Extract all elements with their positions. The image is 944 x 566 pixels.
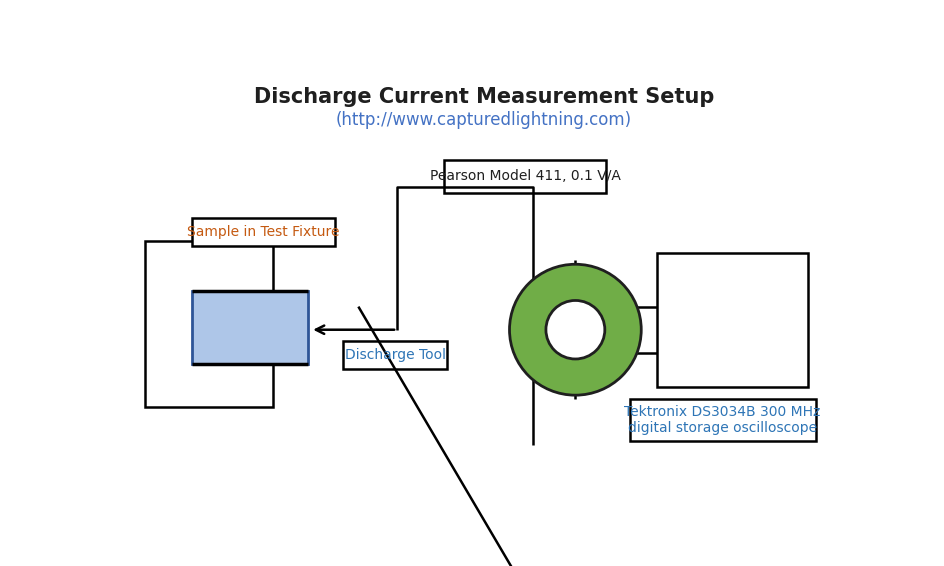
- Bar: [192, 218, 335, 246]
- Bar: [343, 341, 447, 369]
- Text: Sample in Test Fixture: Sample in Test Fixture: [187, 225, 339, 239]
- Text: Discharge Tool: Discharge Tool: [345, 348, 446, 362]
- Bar: [192, 291, 308, 365]
- Text: digital storage oscilloscope: digital storage oscilloscope: [628, 421, 817, 435]
- Bar: [629, 399, 815, 441]
- Bar: [145, 241, 273, 407]
- Text: Tektronix DS3034B 300 MHz: Tektronix DS3034B 300 MHz: [624, 405, 820, 419]
- Text: Discharge Current Measurement Setup: Discharge Current Measurement Setup: [254, 87, 714, 107]
- Circle shape: [546, 301, 604, 359]
- Text: (http://www.capturedlightning.com): (http://www.capturedlightning.com): [335, 112, 632, 129]
- Circle shape: [509, 264, 641, 395]
- Bar: [443, 160, 606, 192]
- Bar: [656, 253, 807, 388]
- Text: Pearson Model 411, 0.1 V/A: Pearson Model 411, 0.1 V/A: [430, 169, 620, 183]
